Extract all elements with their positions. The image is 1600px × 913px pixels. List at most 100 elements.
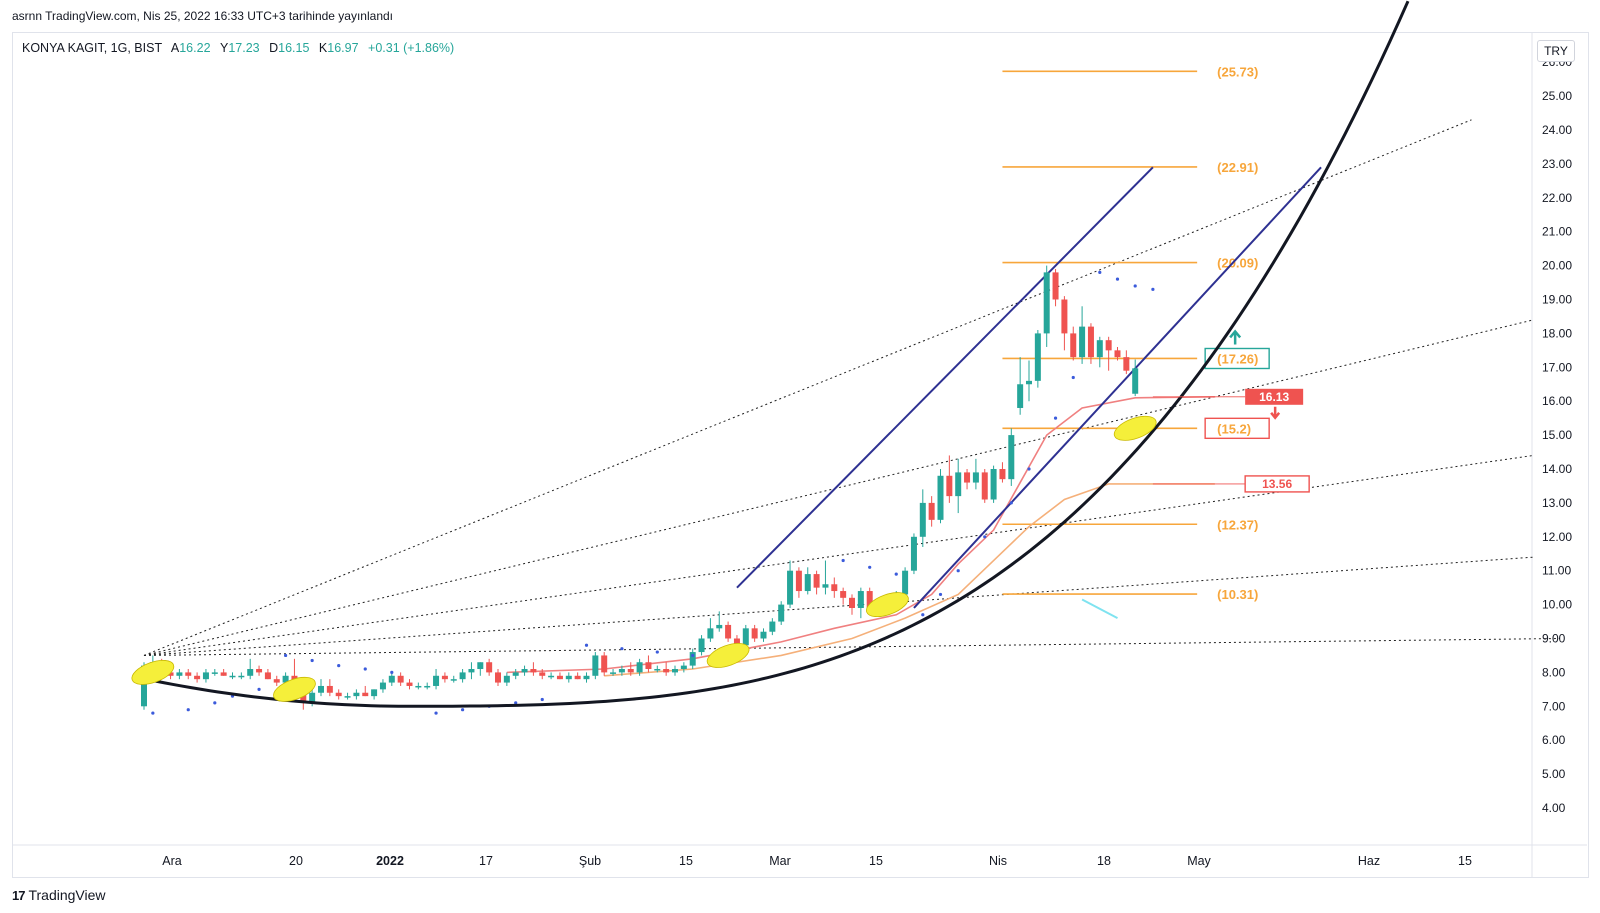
close-value: 16.97 bbox=[327, 41, 359, 55]
psar-dot bbox=[257, 687, 261, 691]
price-tag-label: 13.56 bbox=[1262, 477, 1292, 491]
ma-slow-line bbox=[604, 483, 1215, 677]
tradingview-brand[interactable]: 17 TradingView bbox=[12, 887, 106, 903]
candle-body bbox=[981, 472, 988, 500]
candle-body bbox=[556, 675, 563, 680]
candle-body bbox=[1034, 333, 1041, 381]
candle-body bbox=[468, 669, 475, 673]
chart-frame bbox=[12, 32, 1589, 878]
parabolic-curve bbox=[145, 0, 1410, 708]
cyan-segment bbox=[1081, 598, 1118, 620]
x-tick-label: Ara bbox=[162, 854, 182, 868]
candle-body bbox=[919, 502, 926, 537]
psar-dot bbox=[1027, 467, 1031, 471]
x-tick-label: May bbox=[1187, 854, 1211, 868]
candle-body bbox=[141, 665, 147, 707]
x-tick-label: 20 bbox=[289, 854, 303, 868]
moving-averages bbox=[506, 395, 1215, 677]
candle-body bbox=[459, 672, 466, 680]
fib-level-label: (12.37) bbox=[1217, 517, 1258, 532]
candle-body bbox=[663, 669, 670, 673]
high-value: 17.23 bbox=[228, 41, 260, 55]
candle-body bbox=[1079, 326, 1086, 358]
highlight-ellipse bbox=[1113, 415, 1157, 441]
candle-body bbox=[503, 675, 510, 683]
candle-body bbox=[1061, 299, 1068, 334]
candle-body bbox=[822, 584, 829, 588]
x-tick-label: Şub bbox=[579, 854, 601, 868]
x-tick-label: 15 bbox=[679, 854, 693, 868]
x-tick-label: Nis bbox=[989, 854, 1007, 868]
candle-body bbox=[910, 536, 917, 571]
candle-body bbox=[610, 672, 617, 674]
highlight-ellipse bbox=[131, 659, 175, 685]
close-label: K bbox=[318, 41, 328, 55]
brand-text: TradingView bbox=[28, 887, 106, 903]
candle-body bbox=[362, 692, 369, 697]
trend-ray-0 bbox=[143, 119, 1472, 656]
candle-body bbox=[326, 685, 333, 693]
symbol-legend: KONYA KAGIT, 1G, BIST A16.22 Y17.23 D16.… bbox=[22, 41, 454, 55]
arrow-down-icon bbox=[1270, 406, 1281, 420]
trend-ray-3 bbox=[143, 556, 1534, 656]
candle-body bbox=[698, 638, 705, 653]
highlight-ellipse bbox=[866, 592, 909, 618]
time-axis: Ara 20 2022 17 Şub 15 Mar 15 Nis 18 May Haz 15 bbox=[162, 854, 1472, 868]
candle-body bbox=[733, 638, 740, 646]
y-tick-label: 5.00 bbox=[1542, 767, 1566, 781]
y-tick-label: 12.00 bbox=[1542, 530, 1572, 544]
y-tick-label: 8.00 bbox=[1542, 665, 1566, 679]
price-axis: 4.00 5.00 6.00 7.00 8.00 9.00 10.00 11.00 12.00 1… bbox=[1542, 55, 1572, 815]
y-tick-label: 25.00 bbox=[1542, 89, 1572, 103]
candle-body bbox=[565, 675, 572, 680]
open-value: 16.22 bbox=[179, 41, 211, 55]
candle-body bbox=[300, 692, 307, 703]
candle-body bbox=[450, 679, 457, 681]
y-tick-label: 21.00 bbox=[1542, 225, 1572, 239]
trend-channel bbox=[736, 166, 1322, 609]
psar-dot bbox=[284, 653, 288, 658]
y-tick-label: 7.00 bbox=[1542, 699, 1566, 713]
candle-body bbox=[211, 672, 218, 674]
channel-line-0 bbox=[736, 166, 1154, 589]
psar-dot bbox=[1071, 375, 1075, 380]
fib-level-label: (25.73) bbox=[1217, 64, 1258, 79]
change-value: +0.31 (+1.86%) bbox=[368, 41, 455, 55]
candle-body bbox=[866, 591, 873, 612]
candle-body bbox=[176, 672, 183, 676]
psar-dot bbox=[841, 558, 845, 563]
psar-dots bbox=[151, 270, 1155, 715]
y-tick-label: 16.00 bbox=[1542, 394, 1572, 408]
candle-body bbox=[247, 669, 254, 676]
candle-body bbox=[548, 675, 555, 678]
candle-body bbox=[1017, 384, 1024, 408]
y-tick-label: 10.00 bbox=[1542, 598, 1572, 612]
y-tick-label: 11.00 bbox=[1542, 564, 1571, 578]
candle-body bbox=[202, 672, 209, 680]
candle-body bbox=[964, 472, 971, 483]
psar-dot bbox=[310, 658, 314, 663]
psar-dot bbox=[390, 670, 394, 675]
candle-body bbox=[840, 591, 847, 598]
candle-body bbox=[804, 574, 811, 592]
psar-dot bbox=[1115, 277, 1120, 281]
candle-body bbox=[344, 696, 351, 698]
candle-body bbox=[194, 675, 201, 680]
candle-body bbox=[672, 669, 678, 673]
psar-dot bbox=[1133, 284, 1137, 288]
candle-body bbox=[654, 669, 661, 671]
price-tag-outline bbox=[1244, 475, 1310, 493]
candle-body bbox=[601, 655, 608, 673]
trend-rays bbox=[143, 119, 1561, 656]
candle-body bbox=[397, 675, 404, 683]
currency-button[interactable]: TRY bbox=[1537, 40, 1575, 62]
candle-body bbox=[645, 662, 652, 670]
candle-body bbox=[583, 675, 590, 680]
candle-body bbox=[1052, 272, 1059, 300]
candle-body bbox=[751, 628, 758, 639]
candle-body bbox=[902, 570, 909, 595]
candle-body bbox=[521, 669, 528, 673]
psar-dot bbox=[1098, 270, 1102, 274]
psar-dot bbox=[434, 711, 438, 715]
